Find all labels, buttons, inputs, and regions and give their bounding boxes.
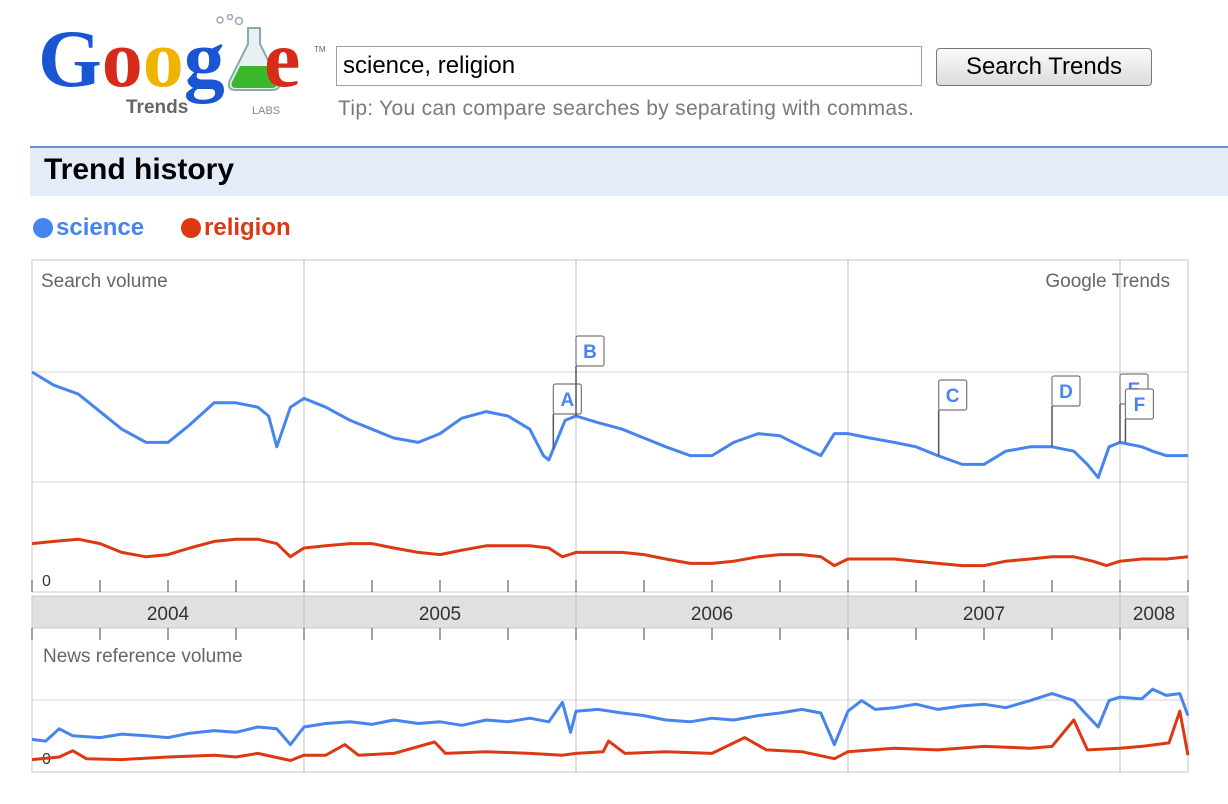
- year-label: 2005: [419, 604, 461, 625]
- lab-flask-icon: [216, 14, 281, 91]
- search-input[interactable]: [336, 46, 922, 86]
- y-zero-label: 0: [42, 573, 51, 590]
- google-wordmark: Goog: [38, 14, 225, 104]
- series-dot-icon: [181, 218, 201, 238]
- section-title: Trend history: [44, 153, 235, 186]
- google-wordmark-e: e: [264, 14, 300, 104]
- year-labels: 2004 2005 2006 2007 2008: [147, 604, 1175, 625]
- annotation-letter: A: [560, 390, 574, 411]
- annotation-letter: B: [583, 342, 597, 363]
- google-trends-watermark: Google Trends: [1045, 271, 1170, 292]
- event-annotations: ABCDEF: [552, 335, 1155, 456]
- legend-label: religion: [204, 214, 291, 241]
- trend-history-header: [30, 146, 1228, 196]
- religion-search-line: [31, 537, 1189, 568]
- series-lines: [31, 370, 1190, 762]
- series-dot-icon: [33, 218, 53, 238]
- labs-badge: LABS: [252, 105, 280, 117]
- religion-news-line: [31, 709, 1190, 762]
- annotation-flag: [552, 383, 582, 415]
- trademark-mark: TM: [314, 45, 326, 54]
- year-label: 2007: [963, 604, 1005, 625]
- annotation-flag: [1051, 375, 1081, 407]
- annotation-letter: F: [1134, 395, 1146, 416]
- year-axis-band: [31, 595, 1189, 629]
- science-search-line: [31, 370, 1188, 480]
- annotation-flag: [575, 335, 605, 367]
- search-volume-label: Search volume: [41, 271, 168, 292]
- legend-label: science: [56, 214, 145, 241]
- month-ticks: [31, 580, 1189, 640]
- legend-item-religion[interactable]: religion: [181, 212, 291, 244]
- year-label: 2008: [1133, 604, 1175, 625]
- science-news-line: [31, 687, 1190, 747]
- annotation-letter: C: [946, 386, 960, 407]
- year-label: 2006: [691, 604, 733, 625]
- annotation-flag: [1124, 388, 1155, 420]
- trends-product-label: Trends: [126, 97, 188, 118]
- annotation-letter: D: [1059, 382, 1073, 403]
- news-reference-label: News reference volume: [43, 646, 243, 667]
- search-tip: Tip: You can compare searches by separat…: [338, 97, 915, 120]
- google-trends-logo[interactable]: Goog e TM Trends LABS: [38, 14, 328, 126]
- annotation-flag: [938, 379, 968, 411]
- search-trends-button[interactable]: Search Trends: [936, 48, 1152, 86]
- legend-item-science[interactable]: science: [33, 212, 144, 244]
- year-label: 2004: [147, 604, 190, 625]
